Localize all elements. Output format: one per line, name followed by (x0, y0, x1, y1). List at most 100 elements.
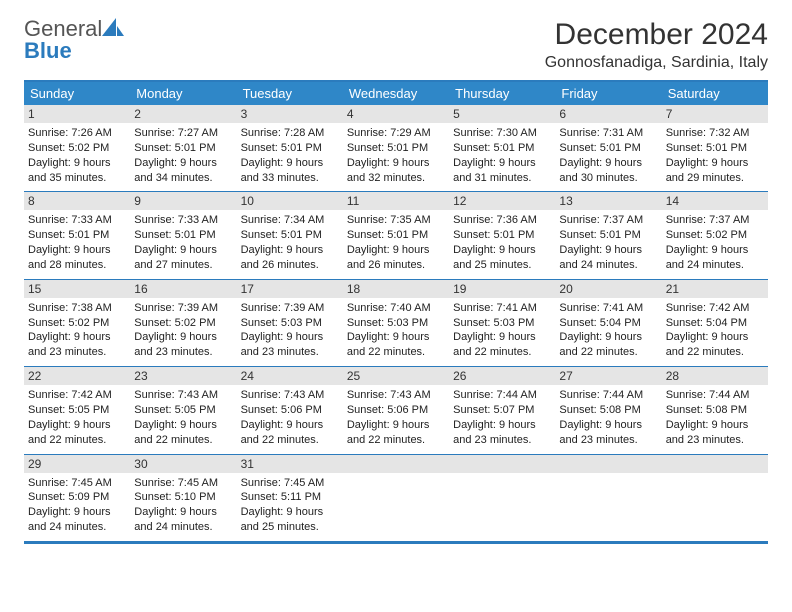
day-number: 7 (662, 105, 768, 123)
calendar-week-row: 1Sunrise: 7:26 AMSunset: 5:02 PMDaylight… (24, 105, 768, 192)
dayname-tue: Tuesday (237, 82, 343, 105)
sunset-text: Sunset: 5:03 PM (453, 316, 551, 331)
sunrise-text: Sunrise: 7:42 AM (666, 301, 764, 316)
calendar-cell: 16Sunrise: 7:39 AMSunset: 5:02 PMDayligh… (130, 279, 236, 366)
daylight-line-1: Daylight: 9 hours (666, 330, 764, 345)
day-number: 15 (24, 280, 130, 298)
calendar-cell: 21Sunrise: 7:42 AMSunset: 5:04 PMDayligh… (662, 279, 768, 366)
daylight-line-2: and 34 minutes. (134, 171, 232, 186)
day-details: Sunrise: 7:44 AMSunset: 5:07 PMDaylight:… (453, 388, 551, 447)
calendar-cell: 23Sunrise: 7:43 AMSunset: 5:05 PMDayligh… (130, 367, 236, 454)
day-details: Sunrise: 7:39 AMSunset: 5:02 PMDaylight:… (134, 301, 232, 360)
month-title: December 2024 (545, 18, 768, 52)
sunrise-text: Sunrise: 7:33 AM (28, 213, 126, 228)
day-number: 27 (555, 367, 661, 385)
sail-icon (102, 18, 124, 40)
daylight-line-2: and 22 minutes. (347, 345, 445, 360)
day-details: Sunrise: 7:45 AMSunset: 5:09 PMDaylight:… (28, 476, 126, 535)
day-details: Sunrise: 7:39 AMSunset: 5:03 PMDaylight:… (241, 301, 339, 360)
calendar-cell: 29Sunrise: 7:45 AMSunset: 5:09 PMDayligh… (24, 454, 130, 541)
daylight-line-1: Daylight: 9 hours (559, 418, 657, 433)
sunrise-text: Sunrise: 7:39 AM (241, 301, 339, 316)
day-details: Sunrise: 7:33 AMSunset: 5:01 PMDaylight:… (134, 213, 232, 272)
day-number: 1 (24, 105, 130, 123)
calendar-cell (662, 454, 768, 541)
sunset-text: Sunset: 5:09 PM (28, 490, 126, 505)
page-header: General Blue December 2024 Gonnosfanadig… (24, 18, 768, 72)
day-details: Sunrise: 7:43 AMSunset: 5:05 PMDaylight:… (134, 388, 232, 447)
sunset-text: Sunset: 5:03 PM (347, 316, 445, 331)
day-details: Sunrise: 7:42 AMSunset: 5:05 PMDaylight:… (28, 388, 126, 447)
sunrise-text: Sunrise: 7:41 AM (453, 301, 551, 316)
sunrise-text: Sunrise: 7:44 AM (453, 388, 551, 403)
sunset-text: Sunset: 5:01 PM (134, 228, 232, 243)
day-details: Sunrise: 7:31 AMSunset: 5:01 PMDaylight:… (559, 126, 657, 185)
daylight-line-2: and 23 minutes. (666, 433, 764, 448)
daylight-line-1: Daylight: 9 hours (453, 330, 551, 345)
sunset-text: Sunset: 5:01 PM (559, 141, 657, 156)
daylight-line-1: Daylight: 9 hours (28, 418, 126, 433)
day-details: Sunrise: 7:34 AMSunset: 5:01 PMDaylight:… (241, 213, 339, 272)
day-details: Sunrise: 7:35 AMSunset: 5:01 PMDaylight:… (347, 213, 445, 272)
calendar-wrap: Sunday Monday Tuesday Wednesday Thursday… (24, 80, 768, 544)
day-details: Sunrise: 7:30 AMSunset: 5:01 PMDaylight:… (453, 126, 551, 185)
sunset-text: Sunset: 5:04 PM (666, 316, 764, 331)
day-number: 30 (130, 455, 236, 473)
sunset-text: Sunset: 5:06 PM (347, 403, 445, 418)
calendar-cell: 6Sunrise: 7:31 AMSunset: 5:01 PMDaylight… (555, 105, 661, 192)
logo-word-blue: Blue (24, 38, 72, 63)
daylight-line-2: and 25 minutes. (241, 520, 339, 535)
sunset-text: Sunset: 5:01 PM (134, 141, 232, 156)
sunset-text: Sunset: 5:07 PM (453, 403, 551, 418)
day-details: Sunrise: 7:44 AMSunset: 5:08 PMDaylight:… (666, 388, 764, 447)
daylight-line-1: Daylight: 9 hours (28, 156, 126, 171)
day-details: Sunrise: 7:36 AMSunset: 5:01 PMDaylight:… (453, 213, 551, 272)
sunset-text: Sunset: 5:01 PM (241, 228, 339, 243)
calendar-cell: 7Sunrise: 7:32 AMSunset: 5:01 PMDaylight… (662, 105, 768, 192)
calendar-cell: 19Sunrise: 7:41 AMSunset: 5:03 PMDayligh… (449, 279, 555, 366)
daylight-line-1: Daylight: 9 hours (241, 156, 339, 171)
sunrise-text: Sunrise: 7:26 AM (28, 126, 126, 141)
sunset-text: Sunset: 5:01 PM (559, 228, 657, 243)
daylight-line-1: Daylight: 9 hours (666, 243, 764, 258)
sunset-text: Sunset: 5:02 PM (666, 228, 764, 243)
day-details: Sunrise: 7:40 AMSunset: 5:03 PMDaylight:… (347, 301, 445, 360)
day-number: 5 (449, 105, 555, 123)
calendar-cell: 20Sunrise: 7:41 AMSunset: 5:04 PMDayligh… (555, 279, 661, 366)
day-details: Sunrise: 7:43 AMSunset: 5:06 PMDaylight:… (241, 388, 339, 447)
daylight-line-2: and 26 minutes. (241, 258, 339, 273)
daylight-line-1: Daylight: 9 hours (134, 243, 232, 258)
daylight-line-2: and 35 minutes. (28, 171, 126, 186)
day-number: 14 (662, 192, 768, 210)
sunrise-text: Sunrise: 7:45 AM (28, 476, 126, 491)
day-details: Sunrise: 7:29 AMSunset: 5:01 PMDaylight:… (347, 126, 445, 185)
calendar-body: 1Sunrise: 7:26 AMSunset: 5:02 PMDaylight… (24, 105, 768, 541)
day-details: Sunrise: 7:41 AMSunset: 5:03 PMDaylight:… (453, 301, 551, 360)
day-details: Sunrise: 7:28 AMSunset: 5:01 PMDaylight:… (241, 126, 339, 185)
daylight-line-1: Daylight: 9 hours (559, 243, 657, 258)
dayname-sat: Saturday (662, 82, 768, 105)
sunset-text: Sunset: 5:01 PM (28, 228, 126, 243)
sunrise-text: Sunrise: 7:27 AM (134, 126, 232, 141)
sunset-text: Sunset: 5:01 PM (241, 141, 339, 156)
daylight-line-1: Daylight: 9 hours (347, 243, 445, 258)
daylight-line-1: Daylight: 9 hours (453, 418, 551, 433)
calendar-cell: 15Sunrise: 7:38 AMSunset: 5:02 PMDayligh… (24, 279, 130, 366)
day-number (662, 455, 768, 473)
calendar-cell: 25Sunrise: 7:43 AMSunset: 5:06 PMDayligh… (343, 367, 449, 454)
sunrise-text: Sunrise: 7:29 AM (347, 126, 445, 141)
daylight-line-2: and 22 minutes. (134, 433, 232, 448)
day-details: Sunrise: 7:42 AMSunset: 5:04 PMDaylight:… (666, 301, 764, 360)
sunset-text: Sunset: 5:08 PM (666, 403, 764, 418)
daylight-line-2: and 28 minutes. (28, 258, 126, 273)
sunset-text: Sunset: 5:05 PM (28, 403, 126, 418)
daylight-line-1: Daylight: 9 hours (241, 243, 339, 258)
day-number: 11 (343, 192, 449, 210)
calendar-cell: 12Sunrise: 7:36 AMSunset: 5:01 PMDayligh… (449, 192, 555, 279)
day-number: 18 (343, 280, 449, 298)
sunrise-text: Sunrise: 7:28 AM (241, 126, 339, 141)
daylight-line-2: and 22 minutes. (347, 433, 445, 448)
calendar-cell: 22Sunrise: 7:42 AMSunset: 5:05 PMDayligh… (24, 367, 130, 454)
daylight-line-2: and 24 minutes. (666, 258, 764, 273)
sunset-text: Sunset: 5:02 PM (28, 316, 126, 331)
